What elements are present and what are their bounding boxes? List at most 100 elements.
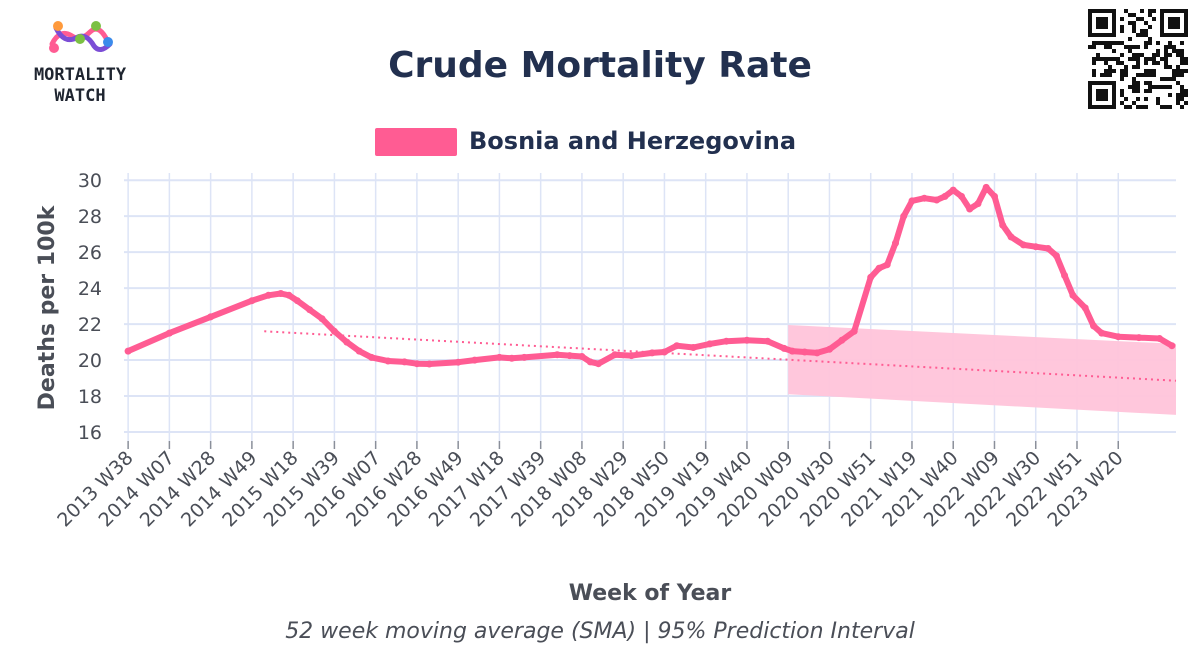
qr-module: [1144, 81, 1148, 85]
data-point: [920, 194, 928, 202]
qr-module: [1108, 69, 1112, 73]
qr-module: [1148, 89, 1152, 93]
qr-module: [1152, 53, 1156, 57]
data-point: [838, 336, 846, 344]
qr-module: [1132, 81, 1136, 85]
qr-module: [1172, 77, 1176, 81]
data-point: [594, 360, 602, 368]
qr-module: [1176, 49, 1180, 53]
qr-module: [1096, 41, 1100, 45]
qr-module: [1144, 105, 1148, 109]
data-point: [1090, 322, 1097, 330]
qr-module: [1136, 81, 1140, 85]
qr-finder-outer: [1088, 9, 1116, 37]
data-point: [1044, 245, 1052, 252]
qr-module: [1104, 73, 1108, 77]
qr-module: [1144, 97, 1148, 101]
qr-module: [1088, 45, 1092, 49]
qr-module: [1092, 73, 1096, 77]
qr-module: [1148, 81, 1152, 85]
qr-module: [1128, 21, 1132, 25]
legend-label: Bosnia and Herzegovina: [469, 127, 796, 155]
data-point: [780, 344, 788, 352]
qr-module: [1136, 57, 1140, 61]
qr-module: [1172, 49, 1176, 53]
data-point: [508, 354, 516, 362]
qr-module: [1136, 89, 1140, 93]
qr-module: [1128, 85, 1132, 89]
data-point: [343, 338, 351, 346]
qr-module: [1184, 93, 1188, 97]
y-axis: 16 18 20 22 24 26 28 30: [78, 170, 102, 444]
qr-module: [1120, 29, 1124, 33]
qr-module: [1104, 57, 1108, 61]
data-point: [553, 351, 561, 359]
qr-module: [1152, 61, 1156, 65]
qr-module: [1144, 45, 1148, 49]
qr-finder-inner: [1096, 89, 1108, 101]
qr-module: [1144, 21, 1148, 25]
data-point: [611, 351, 619, 359]
qr-module: [1112, 41, 1116, 45]
qr-module: [1148, 41, 1152, 45]
qr-module: [1176, 73, 1180, 77]
qr-module: [1124, 73, 1128, 77]
qr-module: [1168, 41, 1172, 45]
qr-module: [1124, 69, 1128, 73]
qr-module: [1184, 101, 1188, 105]
qr-module: [1108, 45, 1112, 49]
qr-module: [1176, 53, 1180, 57]
qr-module: [1136, 33, 1140, 37]
chart-subtitle: 52 week moving average (SMA) | 95% Predi…: [285, 619, 915, 644]
qr-module: [1164, 105, 1168, 109]
data-point: [850, 327, 858, 335]
qr-module: [1136, 97, 1140, 101]
qr-module: [1164, 77, 1168, 81]
qr-module: [1132, 57, 1136, 61]
qr-module: [1140, 33, 1144, 37]
qr-module: [1180, 69, 1184, 73]
data-point: [722, 337, 730, 345]
qr-module: [1168, 85, 1172, 89]
qr-module: [1092, 45, 1096, 49]
data-point: [425, 360, 433, 368]
qr-module: [1176, 93, 1180, 97]
data-point: [1098, 329, 1106, 337]
prediction-interval: [788, 324, 1176, 415]
qr-finder-inner: [1168, 17, 1180, 29]
qr-module: [1144, 57, 1148, 61]
qr-module: [1124, 65, 1128, 69]
data-point: [900, 212, 908, 220]
x-axis-title: Week of Year: [569, 581, 732, 606]
data-point: [883, 261, 891, 269]
qr-module: [1124, 9, 1128, 13]
qr-module: [1148, 25, 1152, 29]
qr-module: [1128, 13, 1132, 17]
data-point: [368, 353, 375, 361]
data-point: [520, 353, 528, 361]
qr-module: [1120, 61, 1124, 65]
qr-module: [1148, 69, 1152, 73]
data-point: [706, 340, 714, 348]
qr-module: [1148, 13, 1152, 17]
data-point: [974, 200, 982, 208]
qr-module: [1120, 53, 1124, 57]
qr-module: [1180, 97, 1184, 101]
data-point: [165, 329, 173, 337]
qr-module: [1092, 57, 1096, 61]
data-point: [318, 315, 326, 323]
qr-module: [1148, 37, 1152, 41]
data-point: [627, 352, 635, 360]
qr-module: [1132, 25, 1136, 29]
legend: Bosnia and Herzegovina: [375, 127, 796, 156]
data-point: [941, 192, 949, 200]
qr-module: [1128, 105, 1132, 109]
qr-module: [1132, 21, 1136, 25]
qr-module: [1152, 57, 1156, 61]
data-point: [949, 186, 957, 194]
qr-module: [1176, 101, 1180, 105]
qr-module: [1104, 41, 1108, 45]
qr-module: [1120, 25, 1124, 29]
qr-module: [1156, 97, 1160, 101]
